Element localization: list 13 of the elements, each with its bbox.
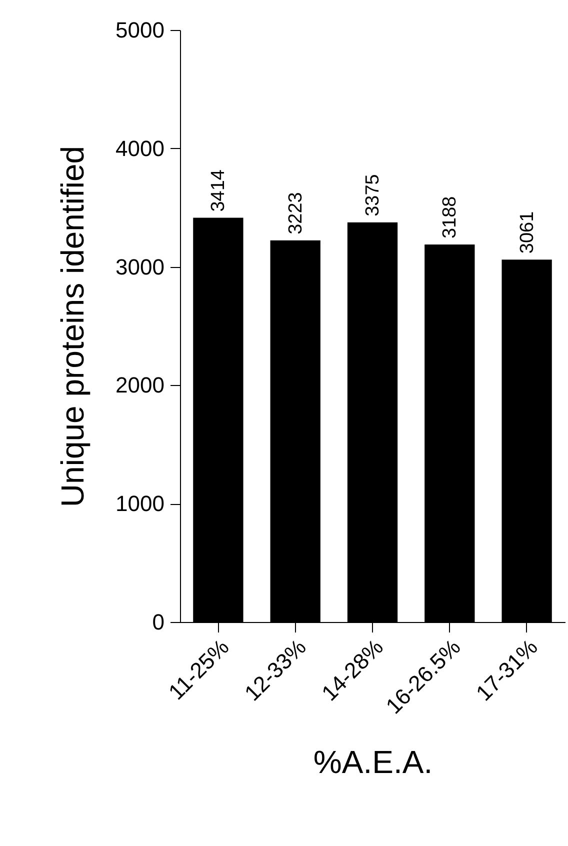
- data-label: 3188: [440, 196, 461, 239]
- y-tick-label: 4000: [116, 136, 164, 161]
- y-tick-label: 3000: [116, 254, 164, 280]
- y-tick-label: 1000: [116, 491, 164, 516]
- data-label: 3414: [208, 169, 230, 212]
- x-axis-title: %A.E.A.: [313, 744, 433, 780]
- data-label: 3375: [362, 174, 384, 216]
- y-tick-label: 0: [152, 610, 164, 634]
- y-tick-label: 5000: [116, 18, 164, 42]
- data-label: 3061: [516, 211, 538, 254]
- y-axis-title: Unique proteins identified: [54, 146, 91, 508]
- y-tick-label: 2000: [116, 372, 164, 398]
- data-label: 3223: [285, 192, 306, 234]
